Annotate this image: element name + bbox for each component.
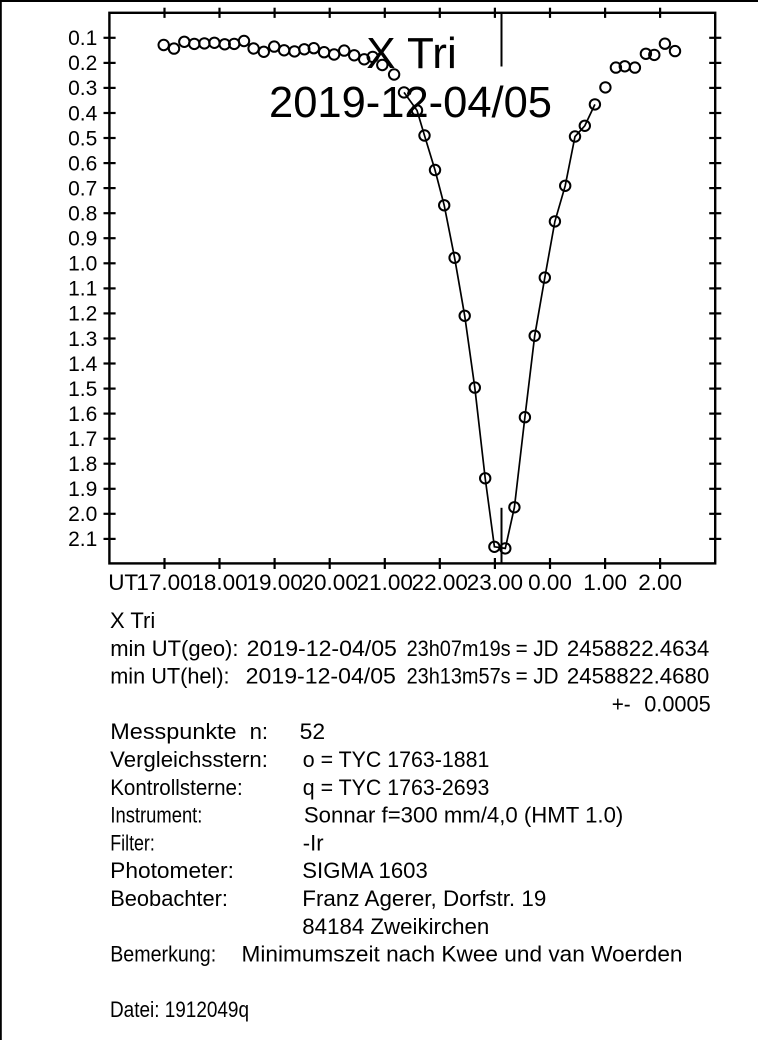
svg-text:1.4: 1.4: [68, 353, 98, 376]
svg-text:1.5: 1.5: [68, 378, 97, 401]
svg-text:Datei: 1912049q: Datei: 1912049q: [110, 997, 249, 1022]
svg-text:1.0: 1.0: [68, 253, 97, 276]
svg-text:17.00: 17.00: [136, 570, 192, 595]
svg-text:UT: UT: [108, 570, 138, 595]
svg-text:= JD: = JD: [516, 636, 559, 661]
svg-text:min UT(hel):: min UT(hel):: [110, 664, 229, 689]
svg-text:1.8: 1.8: [68, 453, 97, 476]
svg-text:= JD: = JD: [516, 664, 559, 689]
svg-text:23.00: 23.00: [467, 570, 523, 595]
svg-text:21.00: 21.00: [357, 570, 413, 595]
svg-text:0.00: 0.00: [528, 570, 572, 595]
svg-text:SIGMA 1603: SIGMA 1603: [302, 858, 428, 883]
svg-text:X Tri: X Tri: [110, 608, 155, 633]
svg-text:1.1: 1.1: [68, 278, 97, 301]
svg-text:0.8: 0.8: [68, 203, 97, 226]
svg-text:0.0005: 0.0005: [644, 691, 711, 716]
svg-text:0.3: 0.3: [68, 77, 97, 100]
svg-text:0.5: 0.5: [68, 127, 97, 150]
svg-text:2.1: 2.1: [68, 528, 97, 551]
svg-text:Beobachter:: Beobachter:: [110, 886, 228, 911]
svg-text:23h13m57s: 23h13m57s: [407, 664, 511, 689]
svg-text:0.2: 0.2: [68, 52, 97, 75]
svg-text:Kontrollsterne:: Kontrollsterne:: [110, 775, 243, 800]
svg-text:Vergleichsstern:: Vergleichsstern:: [110, 747, 268, 772]
svg-text:2019-12-04/05: 2019-12-04/05: [269, 79, 552, 127]
svg-text:23h07m19s: 23h07m19s: [407, 636, 511, 661]
svg-text:Instrument:: Instrument:: [110, 803, 202, 828]
svg-text:20.00: 20.00: [302, 570, 358, 595]
svg-text:X Tri: X Tri: [366, 29, 456, 78]
svg-text:Bemerkung:: Bemerkung:: [110, 942, 216, 967]
svg-text:2458822.4680: 2458822.4680: [567, 664, 709, 689]
svg-text:Photometer:: Photometer:: [110, 858, 234, 883]
svg-text:Messpunkte: Messpunkte: [110, 719, 236, 744]
svg-text:o = TYC 1763-1881: o = TYC 1763-1881: [303, 747, 490, 772]
svg-text:1.3: 1.3: [68, 328, 97, 351]
svg-text:84184 Zweikirchen: 84184 Zweikirchen: [302, 914, 489, 939]
svg-text:0.9: 0.9: [68, 228, 97, 251]
svg-text:1.2: 1.2: [68, 303, 97, 326]
svg-text:+-: +-: [612, 691, 631, 716]
svg-text:2019-12-04/05: 2019-12-04/05: [247, 636, 397, 661]
svg-text:Franz Agerer, Dorfstr. 19: Franz Agerer, Dorfstr. 19: [302, 886, 546, 911]
svg-text:2.0: 2.0: [68, 503, 97, 526]
svg-text:1.00: 1.00: [583, 570, 627, 595]
svg-text:1.7: 1.7: [68, 428, 97, 451]
svg-text:0.7: 0.7: [68, 177, 97, 200]
svg-text:0.1: 0.1: [68, 27, 97, 50]
svg-text:2458822.4634: 2458822.4634: [567, 636, 709, 661]
svg-text:1.9: 1.9: [68, 478, 97, 501]
svg-text:Sonnar f=300 mm/4,0 (HMT 1.0): Sonnar f=300 mm/4,0 (HMT 1.0): [304, 803, 623, 828]
svg-text:0.6: 0.6: [68, 152, 97, 175]
svg-text:2.00: 2.00: [638, 570, 682, 595]
svg-text:n:: n:: [250, 719, 269, 744]
svg-text:22.00: 22.00: [412, 570, 468, 595]
svg-text:0.4: 0.4: [68, 102, 98, 125]
svg-text:2019-12-04/05: 2019-12-04/05: [246, 664, 396, 689]
svg-text:1.6: 1.6: [68, 403, 97, 426]
svg-text:19.00: 19.00: [246, 570, 302, 595]
svg-text:Filter:: Filter:: [110, 830, 155, 855]
svg-text:Minimumszeit nach Kwee und van: Minimumszeit nach Kwee und van Woerden: [242, 942, 683, 967]
svg-text:min UT(geo):: min UT(geo):: [110, 636, 238, 661]
svg-text:q = TYC 1763-2693: q = TYC 1763-2693: [303, 775, 490, 800]
svg-text:52: 52: [300, 719, 326, 744]
svg-text:-Ir: -Ir: [303, 830, 324, 855]
svg-text:18.00: 18.00: [191, 570, 247, 595]
